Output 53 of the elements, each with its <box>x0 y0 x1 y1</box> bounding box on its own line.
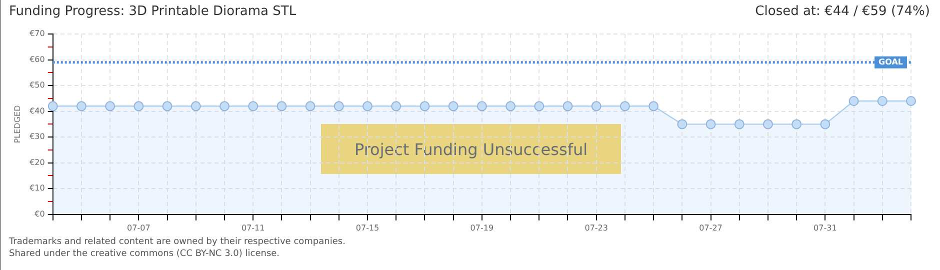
point <box>620 101 630 112</box>
point <box>162 101 172 112</box>
y-tick-label: €0 <box>34 209 45 218</box>
point <box>792 119 802 130</box>
point <box>276 101 287 112</box>
x-tick-label: 07-11 <box>241 223 265 232</box>
point <box>420 101 430 112</box>
y-tick-label: €60 <box>30 54 45 64</box>
x-tick-label: 07-15 <box>356 223 380 232</box>
point <box>476 101 487 112</box>
x-tick-label: 07-27 <box>699 223 722 232</box>
point <box>190 101 201 112</box>
point <box>762 119 773 130</box>
text: Shared under the creative commons (CC BY-NC 3.0) license. <box>9 248 281 260</box>
point <box>648 101 659 112</box>
chart-subtitle: Closed at: €44 / €59 (74%) <box>755 4 930 21</box>
y-tick-label: €50 <box>30 80 45 90</box>
point <box>334 101 344 112</box>
point <box>706 119 716 130</box>
text: Trademarks and related content are owned by their respective companies. <box>9 236 346 248</box>
x-tick-label: 07-07 <box>127 223 150 232</box>
point <box>76 101 86 112</box>
point <box>248 101 258 112</box>
y-tick-label: €30 <box>30 132 45 142</box>
point <box>448 101 458 112</box>
y-axis-title: PLEDGED <box>12 105 22 144</box>
point <box>105 101 116 112</box>
point <box>820 119 830 130</box>
point <box>391 101 402 112</box>
chart-title: Funding Progress: 3D Printable Diorama STL <box>9 4 296 21</box>
y-tick-label: €10 <box>30 184 45 193</box>
x-tick-label: 07-31 <box>814 223 837 232</box>
point <box>848 96 859 106</box>
point <box>219 101 230 112</box>
point <box>562 101 573 112</box>
stamp-banner: Project Funding Unsuccessful <box>321 124 621 174</box>
point <box>506 101 516 112</box>
point <box>877 96 888 106</box>
x-tick-label: 07-19 <box>470 223 494 232</box>
ref-line-label: GOAL <box>878 57 904 66</box>
point <box>534 101 544 112</box>
point <box>906 96 916 106</box>
point <box>734 119 744 130</box>
y-tick-label: €70 <box>30 29 45 38</box>
point <box>48 101 58 112</box>
x-tick-label: 07-23 <box>584 223 608 232</box>
y-tick-label: €20 <box>30 158 45 167</box>
y-tick-label: €40 <box>30 106 45 116</box>
point <box>362 101 373 112</box>
point <box>134 101 144 112</box>
point <box>677 119 688 130</box>
point <box>305 101 316 112</box>
point <box>591 101 602 112</box>
